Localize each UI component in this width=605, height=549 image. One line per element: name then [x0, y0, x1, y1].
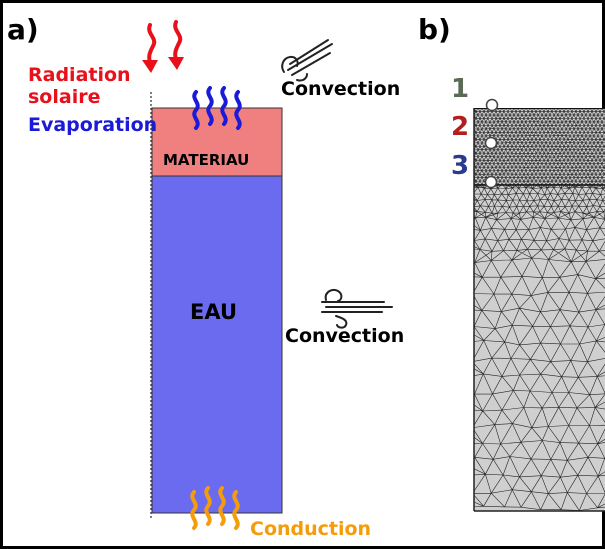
wind-icon — [321, 289, 393, 329]
probe-point-3 — [484, 175, 498, 189]
probe-label-2: 2 — [451, 112, 470, 142]
evaporation-label: Evaporation — [28, 114, 158, 136]
mesh-background — [474, 108, 605, 511]
conduction-label: Conduction — [250, 518, 372, 540]
probe-point-2 — [484, 136, 498, 150]
convection-side-label: Convection — [285, 325, 405, 347]
panel-b-label: b) — [418, 13, 451, 46]
probe-point-1 — [485, 98, 499, 112]
radiation-arrowhead-icon — [142, 60, 158, 73]
radiation-label-line2: solaire — [28, 86, 101, 108]
eau-label: EAU — [190, 300, 238, 324]
probe-label-1: 1 — [451, 74, 470, 104]
radiation-arrow-icon — [147, 23, 157, 64]
mesh-panel — [474, 108, 605, 511]
radiation-arrowhead-icon — [168, 57, 184, 70]
radiation-label-line1: Radiation — [28, 64, 131, 86]
radiation-arrows-icon — [142, 20, 184, 73]
convection-top-label: Convection — [281, 78, 401, 100]
water-column — [151, 175, 283, 514]
radiation-arrow-icon — [173, 20, 183, 61]
conduction-waves-icon — [190, 486, 240, 530]
panel-a-label: a) — [7, 13, 39, 46]
wind-icon — [281, 39, 333, 82]
materiau-layer — [151, 107, 283, 177]
materiau-label: MATERIAU — [163, 151, 250, 169]
probe-label-3: 3 — [451, 151, 470, 181]
evaporation-waves-icon — [192, 86, 242, 130]
